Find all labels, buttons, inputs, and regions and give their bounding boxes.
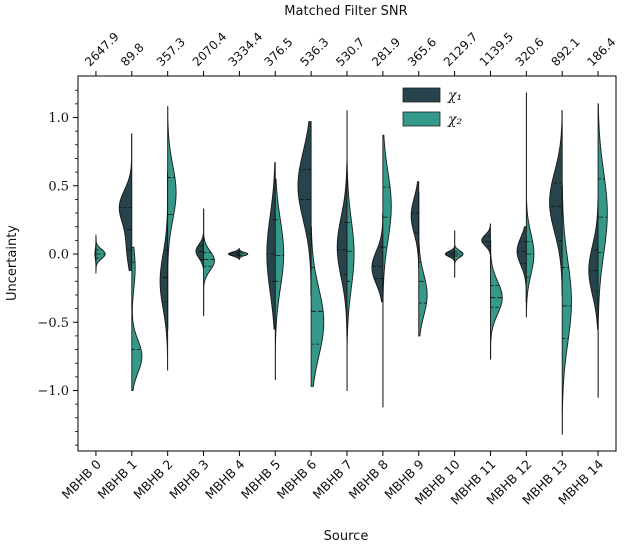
plot-area	[94, 92, 608, 435]
legend-swatch-chi1	[402, 87, 441, 103]
violin-chi1-6	[297, 121, 312, 296]
x-axis-title: Source	[324, 529, 369, 544]
y-tick-label: 0.5	[48, 179, 69, 194]
snr-label: 376.5	[261, 35, 295, 69]
violin-chi2-6	[310, 226, 325, 387]
snr-label: 2129.7	[441, 30, 481, 70]
violin-chi1-8	[371, 212, 384, 303]
violin-chi1-12	[516, 226, 527, 303]
violin-chi1-3	[195, 233, 204, 269]
violin-chi1-9	[410, 181, 420, 269]
snr-label: 2070.4	[190, 30, 230, 70]
violin-chi1-1	[118, 133, 133, 271]
violin-chi1-2	[159, 171, 169, 371]
violin-chi1-7	[336, 162, 348, 337]
snr-label: 281.9	[369, 35, 403, 69]
y-tick-label: −1.0	[37, 384, 69, 399]
violin-chi2-8	[382, 134, 392, 408]
legend-label-chi2: χ₂	[447, 112, 462, 128]
violin-chi1-5	[266, 162, 276, 330]
violin-chi2-5	[274, 178, 285, 381]
legend-swatch-chi2	[402, 111, 441, 127]
violin-chi1-11	[481, 223, 491, 255]
violin-chi2-1	[131, 246, 143, 391]
violin-chi2-14	[597, 103, 608, 398]
violin-chi2-7	[346, 110, 355, 391]
snr-label: 357.3	[154, 35, 188, 69]
violin-chi2-13	[561, 185, 572, 435]
y-tick-label: 1.0	[48, 111, 69, 126]
legend: χ₁ χ₂	[402, 87, 462, 128]
snr-label: 3334.4	[226, 30, 266, 70]
snr-label: 320.6	[513, 35, 547, 69]
violin-chi1-14	[588, 198, 599, 330]
y-axis-title: Uncertainty	[5, 225, 20, 301]
violin-chi2-9	[418, 192, 428, 337]
plot-frame	[77, 75, 617, 452]
y-axis: −1.0 −0.5 0.0 0.5 1.0	[37, 89, 78, 446]
snr-label: 89.8	[118, 40, 147, 69]
snr-label: 536.3	[297, 35, 331, 69]
y-tick-label: 0.0	[48, 248, 69, 263]
violin-chi2-11	[490, 239, 503, 360]
snr-label: 892.1	[548, 35, 582, 69]
top-axis-title: Matched Filter SNR	[284, 4, 407, 19]
legend-label-chi1: χ₁	[447, 88, 462, 104]
y-tick-label: −0.5	[37, 316, 69, 331]
snr-label: 530.7	[333, 35, 367, 69]
snr-label: 365.6	[405, 35, 439, 69]
violin-chi2-12	[525, 92, 535, 318]
snr-label: 2647.9	[82, 30, 122, 70]
violin-chi2-3	[203, 208, 215, 316]
violin-chi2-2	[167, 106, 177, 330]
snr-label: 1139.5	[477, 30, 517, 70]
snr-label: 186.4	[584, 35, 618, 69]
violin-chi1-13	[549, 110, 563, 296]
